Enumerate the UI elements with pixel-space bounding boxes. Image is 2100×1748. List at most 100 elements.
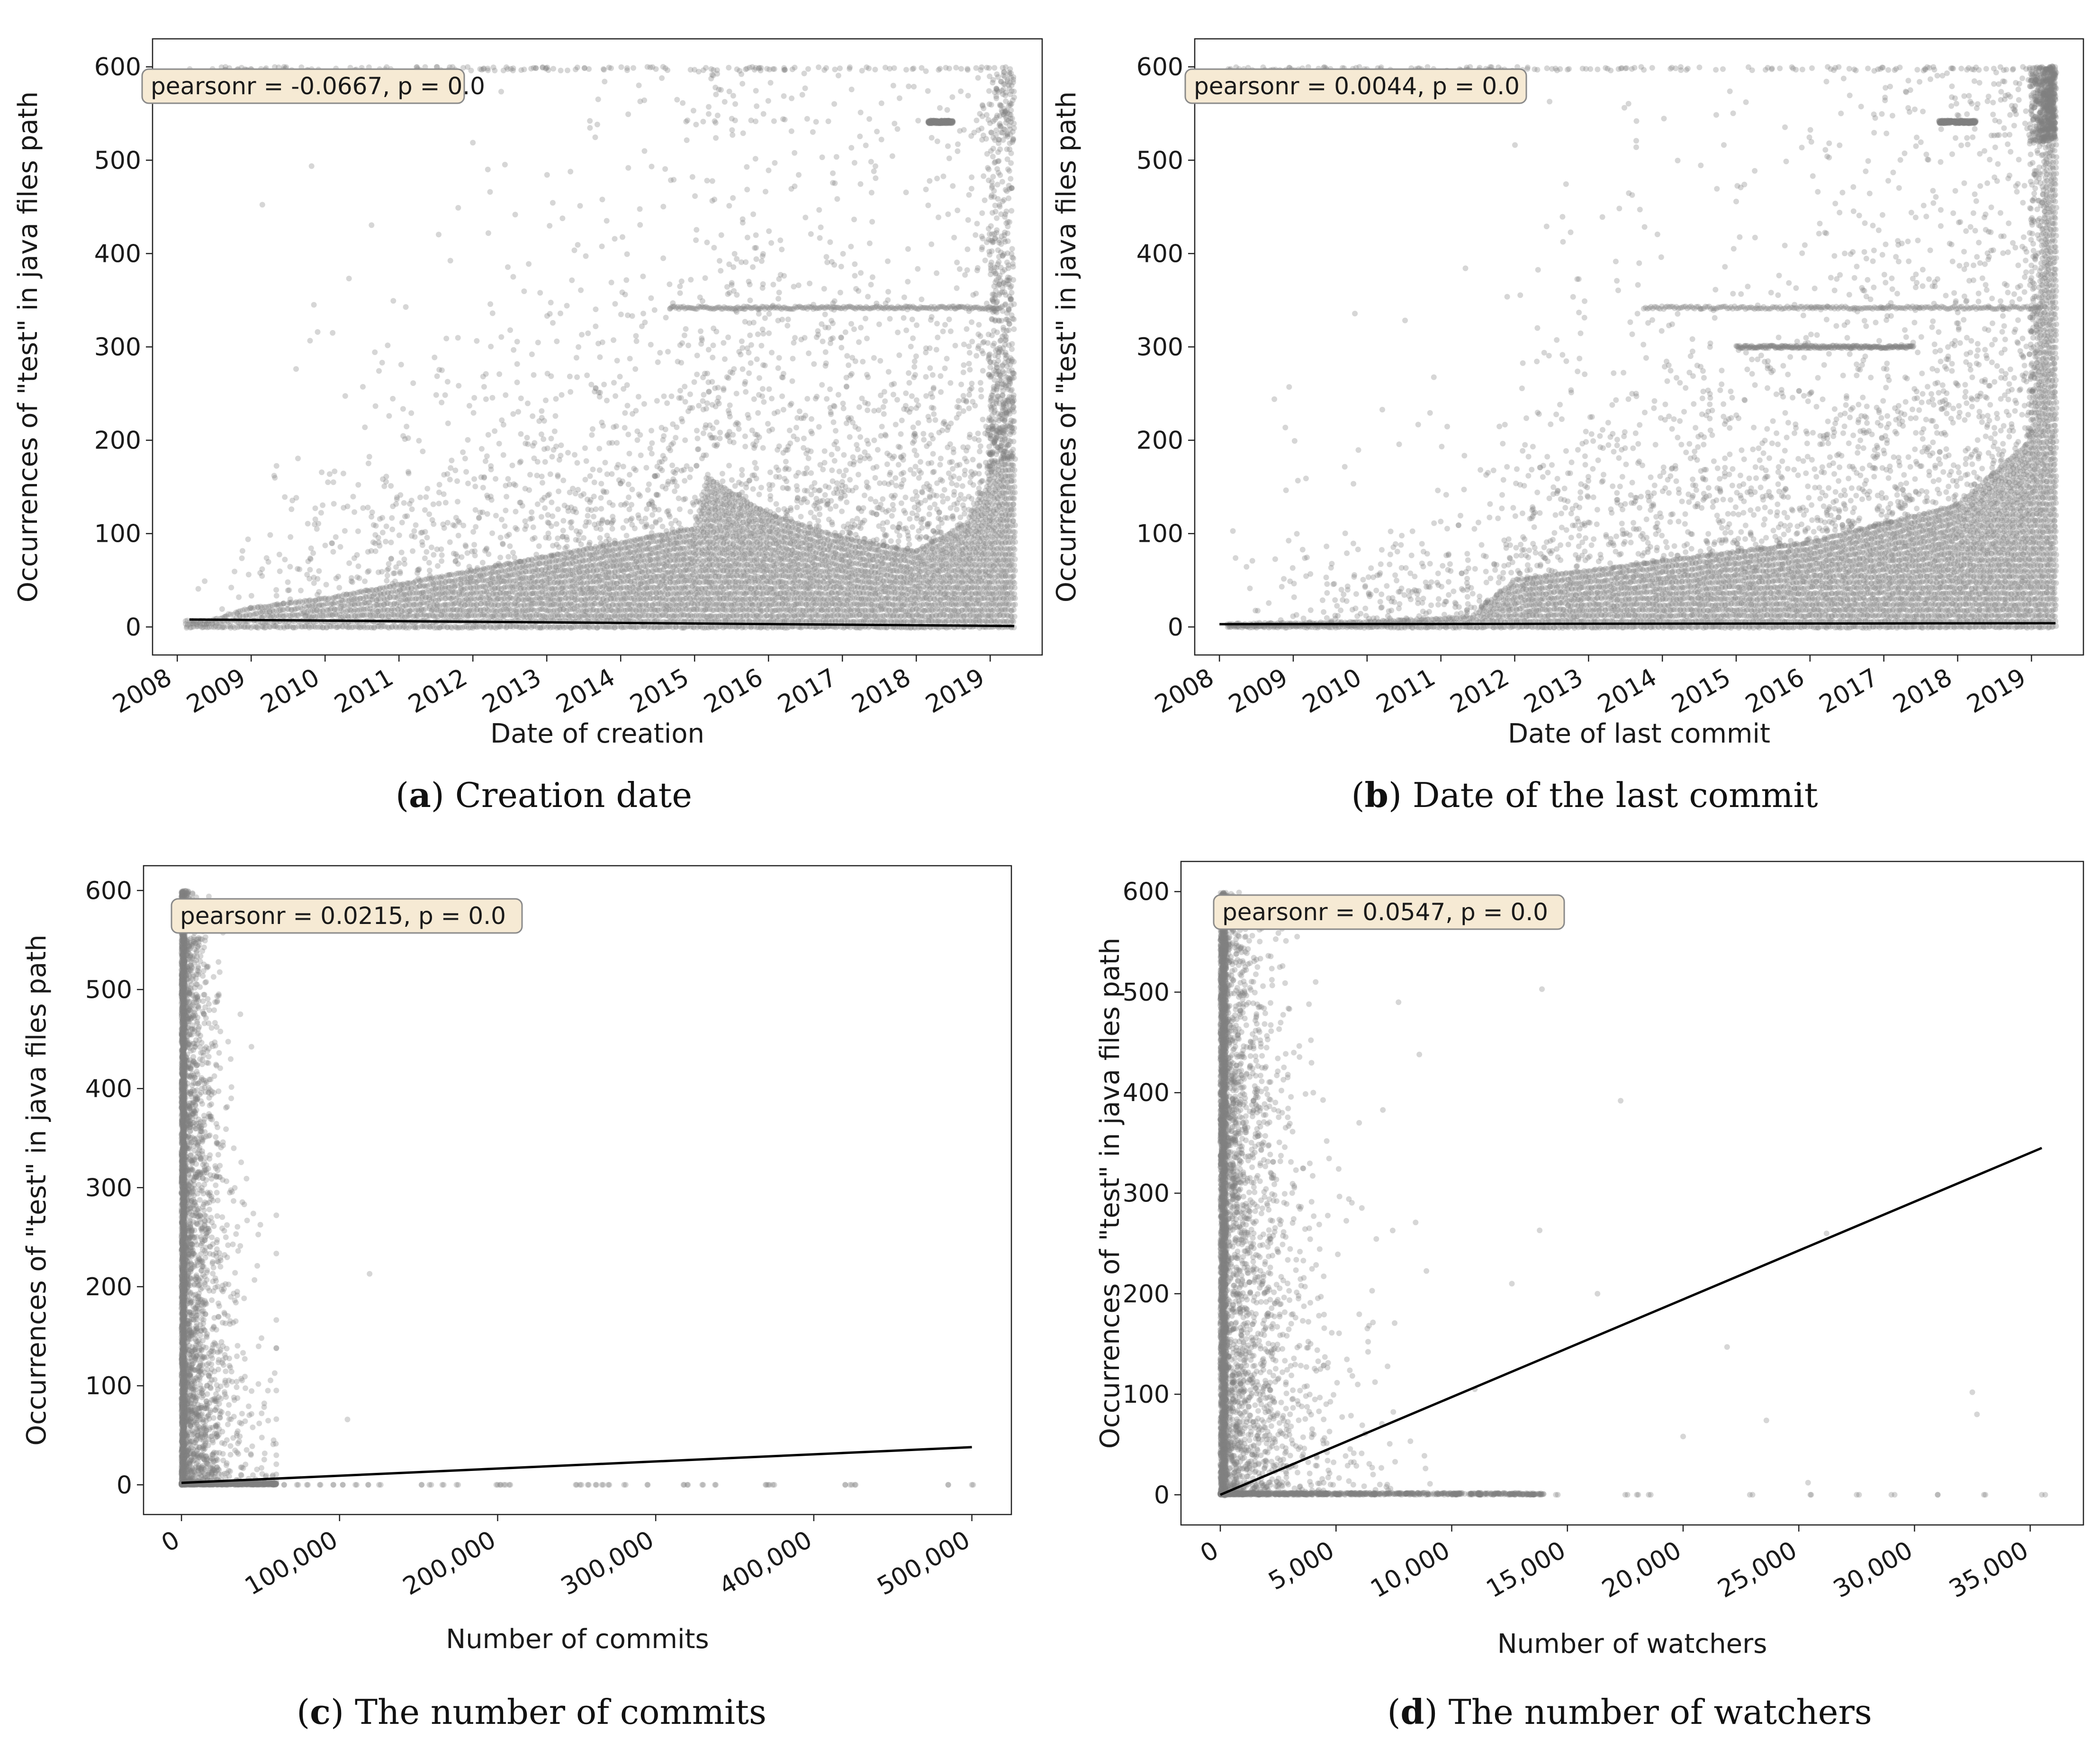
data-point (347, 607, 353, 613)
data-point (333, 594, 339, 600)
data-point (323, 595, 329, 601)
data-point (331, 623, 337, 629)
data-point (290, 624, 296, 630)
data-point (241, 624, 247, 630)
data-point (368, 613, 374, 619)
data-point (332, 611, 338, 618)
data-point (289, 607, 295, 613)
data-point (202, 624, 208, 630)
data-point (281, 625, 287, 631)
data-point (297, 604, 304, 610)
data-point (345, 624, 351, 630)
data-point (320, 625, 326, 631)
data-point (302, 613, 308, 619)
data-point (363, 594, 370, 600)
data-point (227, 611, 234, 618)
data-point (330, 601, 336, 607)
data-point (297, 598, 303, 604)
data-point (307, 597, 313, 603)
data-point (209, 620, 215, 626)
data-point (194, 621, 200, 627)
data-point (200, 624, 206, 630)
data-point (183, 625, 189, 631)
data-point (338, 603, 344, 610)
data-point (261, 613, 267, 619)
data-point (290, 612, 296, 618)
data-point (310, 607, 316, 613)
data-point (355, 624, 361, 630)
data-point (189, 620, 195, 627)
data-point (317, 608, 323, 614)
data-point (338, 614, 344, 620)
data-point (276, 608, 282, 614)
data-point (323, 612, 329, 618)
data-point (266, 613, 272, 619)
data-point (285, 606, 291, 612)
data-point (317, 602, 323, 608)
data-point (293, 599, 299, 605)
data-point (260, 624, 266, 630)
data-point (288, 607, 294, 613)
data-point (286, 600, 292, 606)
data-point (315, 613, 321, 619)
data-point (278, 607, 284, 613)
data-point (223, 613, 229, 619)
data-point (321, 595, 327, 601)
data-point (265, 603, 271, 610)
data-point (292, 612, 298, 618)
data-point (358, 607, 364, 612)
data-point (221, 624, 227, 630)
data-point (347, 603, 353, 609)
data-point (214, 620, 220, 626)
data-point (316, 603, 322, 609)
data-point (361, 606, 367, 612)
data-point (348, 613, 354, 619)
data-point (367, 612, 373, 619)
data-point (340, 624, 346, 630)
data-point (324, 607, 330, 613)
data-point (353, 624, 359, 630)
data-point (335, 594, 341, 600)
data-point (232, 625, 238, 631)
data-point (206, 624, 212, 630)
data-point (324, 601, 331, 607)
data-point (185, 622, 191, 628)
data-point (366, 624, 372, 630)
data-point (310, 613, 316, 619)
data-point (354, 590, 361, 596)
data-point (242, 624, 248, 630)
data-point (280, 613, 286, 619)
data-point (343, 609, 350, 615)
data-point (338, 608, 344, 614)
data-point (283, 612, 289, 618)
data-point (302, 603, 308, 609)
data-point (332, 600, 338, 606)
data-point (333, 624, 340, 630)
data-point (248, 612, 253, 618)
data-point (359, 601, 365, 608)
data-point (352, 591, 358, 597)
data-point (348, 591, 354, 597)
data-point (209, 621, 216, 627)
data-point (248, 605, 254, 610)
data-point (275, 624, 281, 630)
data-point (342, 603, 348, 609)
data-point (345, 607, 351, 613)
data-point (215, 624, 221, 630)
data-point (368, 597, 374, 603)
data-point (326, 595, 332, 601)
data-point (255, 604, 261, 610)
data-point (366, 588, 372, 594)
data-point (299, 624, 306, 630)
data-point (368, 609, 374, 615)
data-point (233, 610, 239, 616)
data-point (258, 610, 264, 616)
data-point (356, 601, 362, 607)
data-point (303, 610, 309, 616)
data-point (332, 607, 338, 613)
data-point (184, 618, 190, 624)
data-point (366, 593, 372, 599)
data-point (366, 600, 372, 606)
data-point (319, 608, 325, 614)
